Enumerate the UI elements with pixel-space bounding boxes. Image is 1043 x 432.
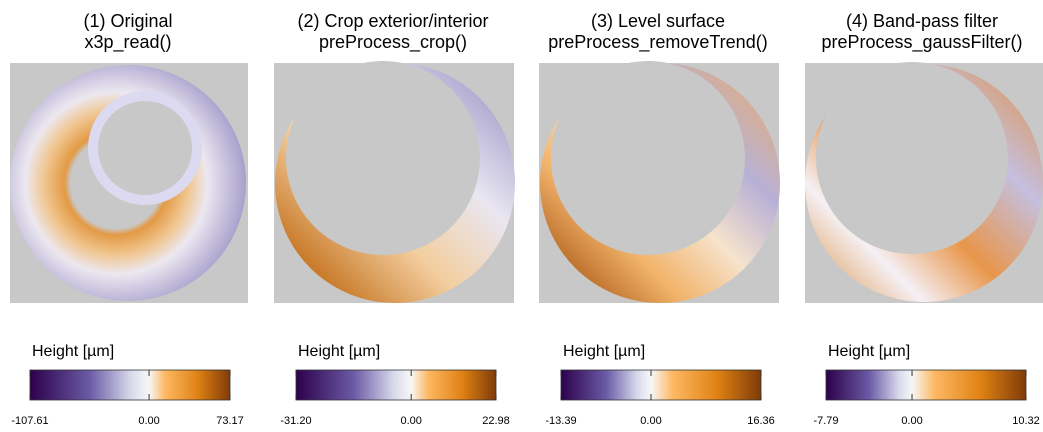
colorbar xyxy=(29,369,231,401)
image-2 xyxy=(274,61,515,303)
tick-label: 0.00 xyxy=(138,415,159,427)
tick-label: 10.32 xyxy=(1012,415,1040,427)
tick-label: 16.36 xyxy=(747,415,775,427)
tick-label: 0.00 xyxy=(901,415,922,427)
panel-title: preProcess_crop() xyxy=(319,32,467,53)
legend-title: Height [µm] xyxy=(298,343,380,360)
tick-label: 22.98 xyxy=(482,415,510,427)
panel-title: x3p_read() xyxy=(84,32,171,53)
legend-title: Height [µm] xyxy=(828,343,910,360)
image-3 xyxy=(539,61,780,303)
image-4 xyxy=(805,62,1043,303)
panel-title: preProcess_gaussFilter() xyxy=(821,32,1022,53)
colorbar xyxy=(295,369,497,401)
tick-label: 73.17 xyxy=(216,415,244,427)
panel-title: (2) Crop exterior/interior xyxy=(297,11,488,31)
image-1 xyxy=(10,63,248,303)
tick-label: 0.00 xyxy=(400,415,421,427)
panel-title: preProcess_removeTrend() xyxy=(548,32,767,53)
legend-title: Height [µm] xyxy=(563,343,645,360)
colorbar xyxy=(560,369,762,401)
tick-label: -107.61 xyxy=(11,415,48,427)
tick-label: -13.39 xyxy=(545,415,576,427)
tick-label: 0.00 xyxy=(640,415,661,427)
tick-label: -7.79 xyxy=(813,415,838,427)
panel-title: (4) Band-pass filter xyxy=(846,11,998,31)
legend-title: Height [µm] xyxy=(32,343,114,360)
tick-label: -31.20 xyxy=(280,415,311,427)
panel-title: (3) Level surface xyxy=(591,11,725,31)
colorbar xyxy=(825,369,1027,401)
panel-title: (1) Original xyxy=(83,11,172,31)
